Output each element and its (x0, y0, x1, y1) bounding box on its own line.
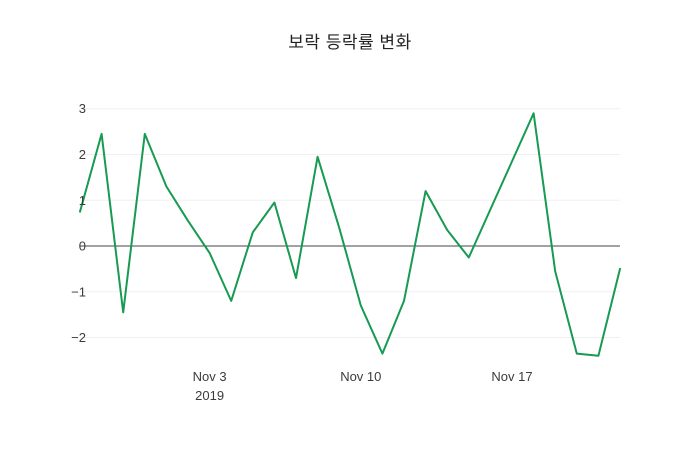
y-tick-label: 0 (79, 239, 86, 254)
chart-title: 보락 등락률 변화 (288, 33, 412, 52)
data-line (79, 112, 621, 357)
x-tick-label: Nov 10 (340, 369, 381, 384)
x-tick-sublabel: 2019 (195, 388, 224, 403)
y-tick-label: 1 (79, 193, 86, 208)
y-tick-label: 3 (79, 101, 86, 116)
x-tick-label: Nov 3 (193, 369, 227, 384)
x-tick-label: Nov 17 (491, 369, 532, 384)
y-tick-label: 2 (79, 147, 86, 162)
y-tick-label: −2 (71, 330, 86, 345)
y-tick-label: −1 (71, 284, 86, 299)
